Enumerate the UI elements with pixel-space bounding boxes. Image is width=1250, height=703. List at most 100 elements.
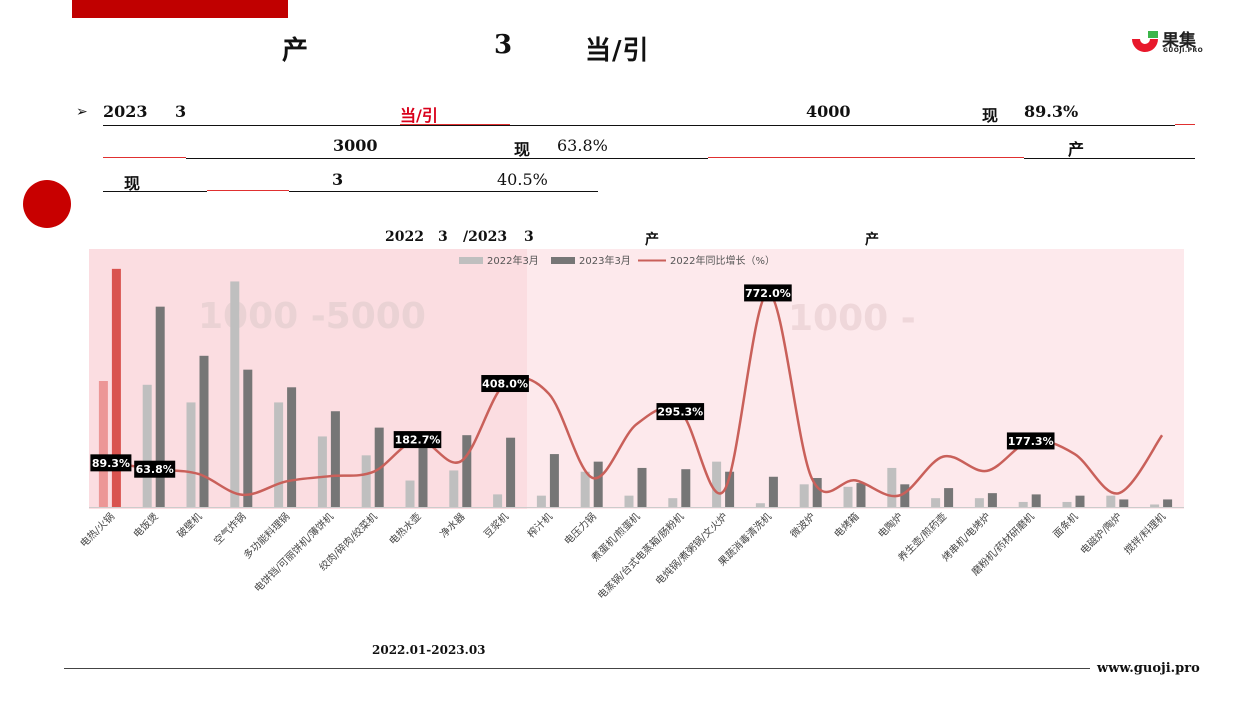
bar-2022 bbox=[230, 281, 240, 507]
data-label-text: 63.8% bbox=[136, 463, 174, 476]
bar-2023 bbox=[330, 411, 340, 507]
bar-2022 bbox=[274, 402, 284, 507]
overlay-text-right: 1000 - bbox=[788, 298, 916, 339]
data-label-box bbox=[481, 375, 529, 393]
legend: 2022年3月 2023年3月 2022年同比增长（%） bbox=[459, 254, 775, 267]
bar-2023 bbox=[462, 435, 472, 507]
bar-2022 bbox=[580, 471, 590, 507]
x-tick-label: 电饼铛/可丽饼机/薄饼机 bbox=[251, 510, 336, 595]
x-tick-label: 面条机 bbox=[1050, 510, 1080, 540]
summary-text: 产 bbox=[1068, 140, 1085, 159]
logo-icon bbox=[1132, 31, 1158, 52]
underline bbox=[1024, 158, 1195, 159]
bar-2023 bbox=[637, 467, 647, 507]
data-label-text: 295.3% bbox=[657, 406, 703, 419]
underline bbox=[103, 125, 1175, 126]
data-label: 408.0% bbox=[481, 375, 529, 393]
bar-2023 bbox=[155, 306, 165, 507]
summary-text: 现 bbox=[982, 106, 999, 125]
x-tick-label: 电压力锅 bbox=[561, 510, 598, 547]
brand-logo: 果集 GUOJI.PRO bbox=[1130, 24, 1210, 60]
underline bbox=[186, 158, 708, 159]
page-title-part-2: 3 bbox=[494, 30, 514, 60]
data-label: 63.8% bbox=[134, 460, 176, 478]
underline-red bbox=[708, 157, 1024, 158]
bar-2022 bbox=[98, 381, 108, 507]
bar-2022 bbox=[887, 467, 897, 507]
data-label: 182.7% bbox=[393, 431, 442, 449]
underline bbox=[103, 191, 207, 192]
logo-text: 果集 bbox=[1162, 31, 1196, 51]
data-label-box bbox=[90, 454, 132, 472]
bar-2022 bbox=[142, 384, 152, 507]
bar-2023 bbox=[681, 469, 691, 507]
summary-text: 4000 bbox=[806, 102, 851, 121]
bar-2022 bbox=[1150, 504, 1160, 507]
data-label: 177.3% bbox=[1006, 432, 1055, 450]
summary-text: 3000 bbox=[333, 136, 378, 155]
underline bbox=[289, 191, 598, 192]
bar-2022 bbox=[668, 498, 678, 507]
summary-text: 现 bbox=[124, 174, 141, 193]
x-tick-label: 榨汁机 bbox=[525, 510, 555, 540]
bar-2023 bbox=[506, 437, 516, 507]
legend-label-2023: 2023年3月 bbox=[579, 254, 631, 267]
x-tick-label: 电饭煲 bbox=[130, 510, 160, 540]
summary-text: 3 bbox=[332, 170, 344, 189]
data-label: 295.3% bbox=[656, 403, 705, 421]
x-tick-label: 破壁机 bbox=[174, 510, 204, 540]
chart-title-part: /2023 bbox=[463, 229, 508, 245]
bar-2022 bbox=[1106, 495, 1116, 507]
top-accent-bar bbox=[72, 0, 288, 18]
bar-2023 bbox=[900, 484, 910, 507]
x-tick-label: 电炖锅/煮粥锅/文火炉 bbox=[653, 510, 731, 588]
bar-2023 bbox=[549, 454, 559, 507]
underline-red bbox=[207, 190, 289, 191]
data-label-box bbox=[744, 284, 792, 302]
bar-2023 bbox=[944, 488, 954, 507]
chart-title-part: 产 bbox=[645, 232, 659, 248]
bar-2022 bbox=[361, 455, 371, 507]
bar-2022 bbox=[405, 480, 415, 507]
underline-red bbox=[103, 157, 186, 158]
bar-2022 bbox=[449, 470, 459, 507]
page-title-part-1: 产 bbox=[282, 36, 310, 66]
x-tick-label: 电烤箱 bbox=[831, 510, 861, 540]
x-tick-label: 豆浆机 bbox=[481, 510, 511, 540]
chart-title-part: 产 bbox=[865, 232, 879, 248]
bar-2022 bbox=[624, 495, 634, 507]
data-label-text: 408.0% bbox=[482, 378, 528, 391]
chart-title-part: 3 bbox=[524, 229, 534, 245]
underline-red bbox=[400, 124, 510, 125]
x-tick-label: 电热/火锅 bbox=[77, 510, 117, 550]
data-label-text: 772.0% bbox=[745, 287, 791, 300]
bar-2023 bbox=[243, 369, 253, 507]
data-label-box bbox=[393, 431, 442, 449]
page-title-part-3: 当/引 bbox=[585, 36, 650, 66]
summary-text: 现 bbox=[514, 140, 531, 159]
bar-2022 bbox=[317, 436, 327, 507]
chart-title-part: 3 bbox=[438, 229, 448, 245]
legend-label-growth: 2022年同比增长（%） bbox=[670, 254, 775, 267]
bar-2022 bbox=[974, 498, 984, 507]
bar-2022 bbox=[1018, 501, 1028, 507]
summary-text: 2023 bbox=[103, 102, 148, 121]
summary-highlight: 当/引 bbox=[400, 106, 438, 125]
bar-2023 bbox=[111, 268, 121, 507]
underline-red bbox=[1175, 124, 1195, 125]
data-label-box bbox=[1006, 432, 1055, 450]
bar-2023 bbox=[768, 476, 778, 507]
bar-2023 bbox=[287, 387, 297, 507]
bar-2023 bbox=[199, 355, 209, 507]
data-label-text: 182.7% bbox=[395, 434, 441, 447]
bar-2023 bbox=[593, 461, 603, 507]
legend-label-2022: 2022年3月 bbox=[487, 254, 539, 267]
x-tick-label: 电蒸锅/台式电蒸箱/肠粉机 bbox=[595, 510, 687, 602]
legend-swatch-2023 bbox=[551, 257, 575, 264]
bar-2022 bbox=[755, 503, 765, 507]
x-tick-label: 电热水壶 bbox=[386, 510, 423, 547]
summary-text: 89.3% bbox=[1024, 102, 1079, 121]
bar-2023 bbox=[1119, 499, 1129, 507]
bar-2022 bbox=[186, 402, 196, 507]
